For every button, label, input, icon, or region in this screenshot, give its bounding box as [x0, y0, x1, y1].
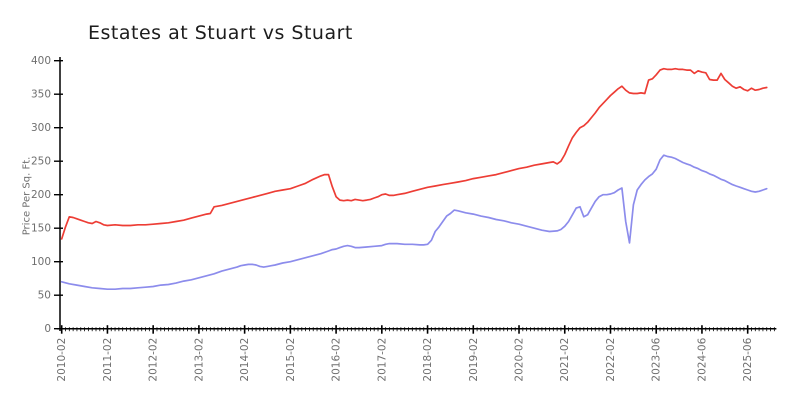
chart-title: Estates at Stuart vs Stuart: [88, 22, 353, 44]
x-tick-label: 2011-02: [102, 338, 114, 382]
x-tick-label: 2015-02: [285, 338, 297, 382]
y-tick-label: 200: [31, 189, 51, 201]
series-line-red: [60, 67, 768, 240]
x-tick-label: 2014-02: [239, 338, 251, 382]
y-tick-label: 400: [31, 55, 51, 67]
y-tick-label: 150: [31, 223, 51, 235]
x-tick-label: 2019-02: [468, 338, 480, 382]
y-tick-label: 300: [31, 122, 51, 134]
y-tick-label: 350: [31, 89, 51, 101]
x-tick-label: 2012-02: [148, 338, 160, 382]
y-tick-label: 0: [44, 323, 51, 335]
y-axis-label: Price Per Sq. Ft.: [21, 156, 33, 236]
x-tick-label: 2021-02: [559, 338, 571, 382]
x-tick-label: 2016-02: [331, 338, 343, 382]
x-tick-label: 2010-02: [56, 338, 68, 382]
y-tick-label: 250: [31, 156, 51, 168]
x-tick-label: 2017-02: [376, 338, 388, 382]
x-tick-label: 2022-02: [605, 338, 617, 382]
y-tick-label: 100: [31, 256, 51, 268]
x-tick-label: 2020-02: [514, 338, 526, 382]
x-tick-label: 2024-06: [696, 337, 708, 381]
x-tick-label: 2018-02: [422, 338, 434, 382]
series-line-blue: [60, 154, 768, 291]
x-tick-label: 2013-02: [193, 338, 205, 382]
x-tick-label: 2025-06: [742, 337, 754, 381]
x-tick-label: 2023-06: [651, 337, 663, 381]
y-tick-label: 50: [38, 290, 51, 302]
